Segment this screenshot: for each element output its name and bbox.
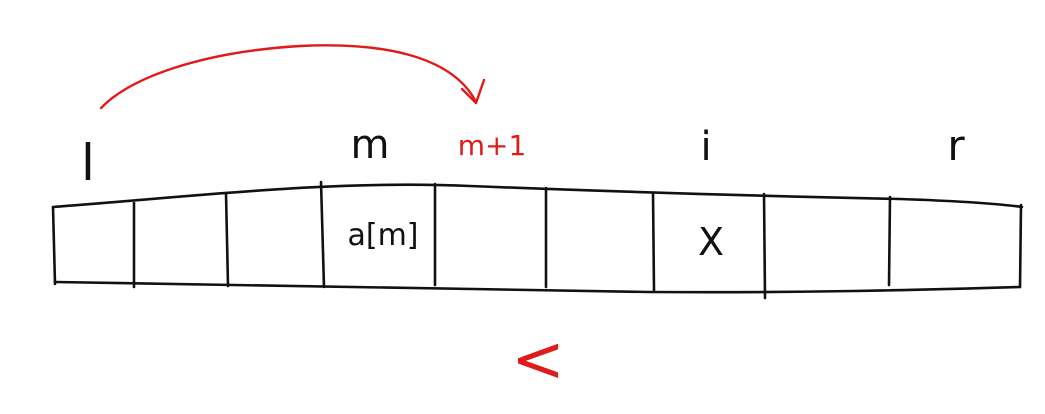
array-right-edge [1018, 203, 1023, 289]
arrow-curve [99, 44, 477, 110]
cell-divider [651, 191, 656, 292]
label-i: i [700, 124, 711, 170]
array-top-edge [51, 183, 1024, 209]
comparison-sign: < [511, 323, 565, 397]
arrow-l-to-m-plus-1 [99, 44, 486, 110]
cell-a-m: a[m] [347, 218, 418, 253]
cell-divider [762, 192, 767, 300]
cell-x: X [698, 220, 724, 264]
array-left-edge [51, 205, 57, 286]
label-m-plus-1: m+1 [458, 129, 527, 162]
label-m: m [351, 122, 390, 168]
label-r: r [947, 121, 965, 170]
array-bottom-edge [53, 280, 1022, 294]
cell-divider [319, 180, 326, 289]
cell-divider [887, 195, 892, 287]
cell-divider [224, 191, 230, 288]
arrow-head [460, 78, 486, 105]
array-outline [51, 180, 1024, 300]
label-l: l [81, 134, 95, 192]
